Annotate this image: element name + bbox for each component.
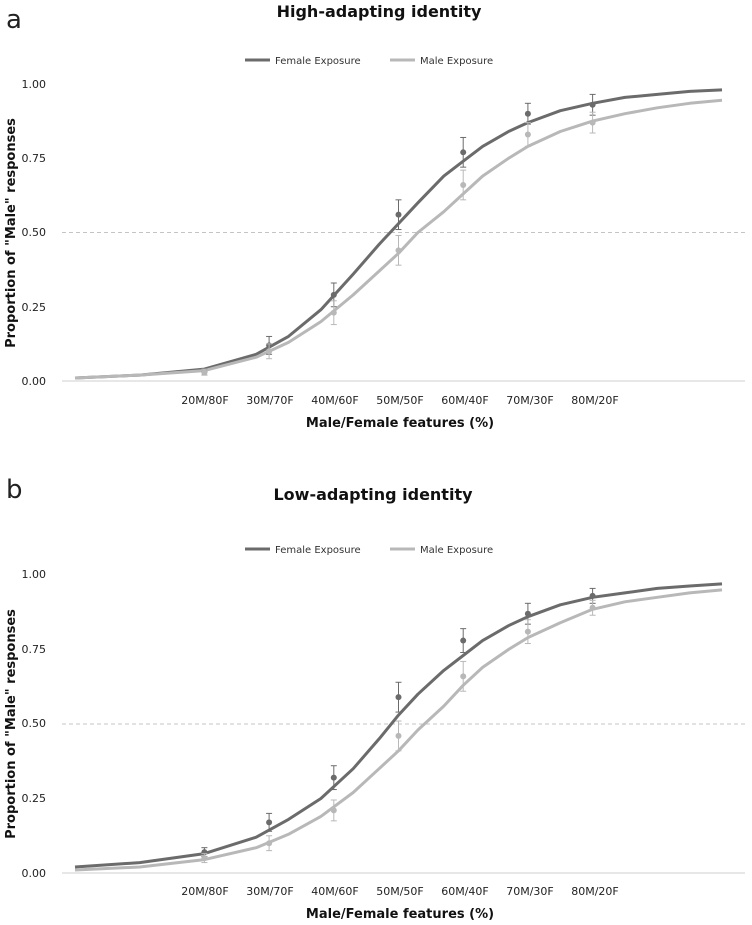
data-point-female-exposure [266, 819, 273, 826]
data-point-male-exposure [201, 855, 208, 862]
y-tick-label: 0.00 [22, 375, 47, 388]
x-tick-label: 80M/20F [571, 394, 619, 407]
x-tick-label: 30M/70F [246, 885, 294, 898]
data-point-male-exposure [524, 131, 531, 138]
data-point-male-exposure [266, 840, 273, 847]
y-tick-label: 0.75 [22, 643, 47, 656]
data-point-female-exposure [395, 694, 402, 701]
chart-panel-b: b Low-adapting identity Female Exposure … [4, 475, 745, 922]
y-tick-label: 1.00 [22, 568, 47, 581]
data-point-male-exposure [395, 247, 402, 254]
data-point-male-exposure [330, 309, 337, 316]
x-axis-label: Male/Female features (%) [306, 907, 494, 922]
panel-letter-a: a [6, 5, 22, 35]
x-tick-label: 20M/80F [181, 885, 229, 898]
x-tick-label: 60M/40F [441, 394, 489, 407]
chart-title: High-adapting identity [277, 2, 482, 21]
data-point-male-exposure [330, 807, 337, 814]
chart-panel-a: a High-adapting identity Female Exposure… [4, 2, 745, 431]
y-tick-label: 0.50 [22, 226, 47, 239]
y-axis-label: Proportion of "Male" responses [4, 609, 19, 839]
series-line-female-exposure [74, 88, 723, 380]
y-tick-label: 0.25 [22, 792, 47, 805]
plot-area [62, 88, 745, 380]
x-tick-label: 70M/30F [506, 885, 554, 898]
data-point-female-exposure [524, 610, 531, 617]
data-point-female-exposure [589, 101, 596, 108]
x-tick-label: 30M/70F [246, 394, 294, 407]
data-point-male-exposure [201, 369, 208, 376]
x-axis: 20M/80F 30M/70F 40M/60F 50M/50F 60M/40F … [62, 872, 745, 922]
data-point-female-exposure [330, 291, 337, 298]
x-tick-label: 50M/50F [376, 885, 424, 898]
x-tick-label: 60M/40F [441, 885, 489, 898]
x-tick-label: 80M/20F [571, 885, 619, 898]
x-axis: 20M/80F 30M/70F 40M/60F 50M/50F 60M/40F … [62, 380, 745, 431]
y-axis: 0.00 0.25 0.50 0.75 1.00 Proportion of "… [4, 568, 46, 880]
x-tick-label: 40M/60F [311, 394, 359, 407]
y-tick-label: 0.75 [22, 152, 47, 165]
plot-area [62, 582, 745, 872]
y-tick-label: 0.50 [22, 717, 47, 730]
x-tick-label: 50M/50F [376, 394, 424, 407]
data-point-female-exposure [330, 774, 337, 781]
legend: Female Exposure Male Exposure [245, 56, 493, 67]
x-tick-label: 20M/80F [181, 394, 229, 407]
legend-label-female-exposure: Female Exposure [275, 545, 361, 556]
data-point-male-exposure [589, 604, 596, 611]
y-tick-label: 0.25 [22, 301, 47, 314]
data-point-male-exposure [589, 119, 596, 126]
data-point-female-exposure [460, 149, 467, 156]
data-point-female-exposure [589, 592, 596, 599]
legend-label-male-exposure: Male Exposure [420, 56, 493, 67]
data-point-male-exposure [266, 348, 273, 355]
data-point-female-exposure [524, 110, 531, 117]
y-tick-label: 1.00 [22, 78, 47, 91]
data-point-male-exposure [460, 673, 467, 680]
data-point-male-exposure [524, 628, 531, 635]
data-point-male-exposure [395, 732, 402, 739]
data-point-male-exposure [460, 181, 467, 188]
x-tick-label: 70M/30F [506, 394, 554, 407]
x-axis-label: Male/Female features (%) [306, 416, 494, 431]
legend-label-female-exposure: Female Exposure [275, 56, 361, 67]
panel-letter-b: b [6, 475, 23, 505]
data-point-female-exposure [460, 637, 467, 644]
data-point-female-exposure [395, 211, 402, 218]
legend: Female Exposure Male Exposure [245, 545, 493, 556]
chart-title: Low-adapting identity [273, 485, 473, 504]
legend-label-male-exposure: Male Exposure [420, 545, 493, 556]
y-tick-label: 0.00 [22, 867, 47, 880]
y-axis: 0.00 0.25 0.50 0.75 1.00 Proportion of "… [4, 78, 46, 388]
x-tick-label: 40M/60F [311, 885, 359, 898]
y-axis-label: Proportion of "Male" responses [4, 118, 19, 348]
